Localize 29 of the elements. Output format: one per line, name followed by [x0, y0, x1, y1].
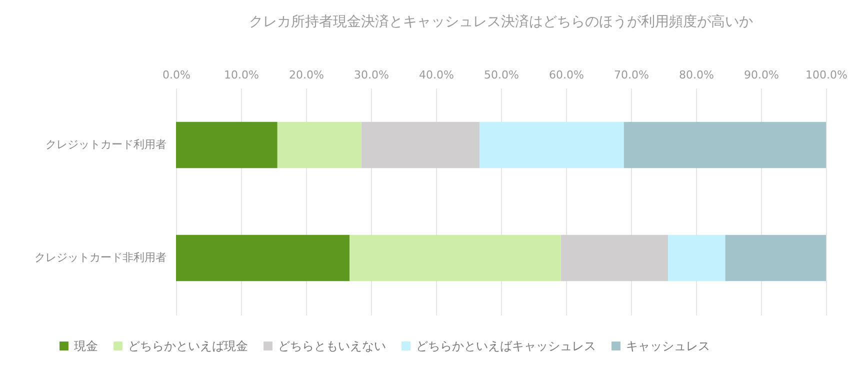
- bar: [350, 234, 561, 282]
- x-tick-label: 20.0%: [289, 68, 324, 82]
- x-tick-label: 80.0%: [679, 68, 714, 82]
- x-tick-label: 40.0%: [419, 68, 454, 82]
- legend-label: どちらかといえばキャッシュレス: [416, 339, 596, 353]
- bar: [277, 122, 362, 168]
- x-tick-label: 90.0%: [744, 68, 779, 82]
- x-tick-label: 70.0%: [614, 68, 649, 82]
- legend-label: キャッシュレス: [626, 339, 710, 353]
- bar: [560, 234, 668, 282]
- bar: [176, 122, 278, 168]
- x-tick-label: 100.0%: [806, 68, 848, 82]
- x-tick-label: 0.0%: [162, 68, 190, 82]
- x-tick-label: 60.0%: [549, 68, 584, 82]
- legend-label: どちらともいえない: [278, 339, 386, 353]
- y-tick-label: クレジットカード非利用者: [34, 250, 166, 264]
- bar: [176, 234, 350, 282]
- chart-title: クレカ所持者現金決済とキャッシュレス決済はどちらのほうが利用頻度が高いか: [249, 14, 753, 30]
- legend-label: どちらかといえば現金: [128, 339, 248, 353]
- x-tick-label: 30.0%: [354, 68, 389, 82]
- x-tick-label: 50.0%: [484, 68, 519, 82]
- y-tick-label: クレジットカード利用者: [46, 138, 166, 152]
- bar: [624, 122, 826, 168]
- bar: [361, 122, 480, 168]
- bar: [480, 122, 624, 168]
- legend-label: 現金: [74, 339, 98, 353]
- bar: [725, 234, 826, 282]
- x-tick-label: 10.0%: [224, 68, 259, 82]
- bar: [668, 234, 726, 282]
